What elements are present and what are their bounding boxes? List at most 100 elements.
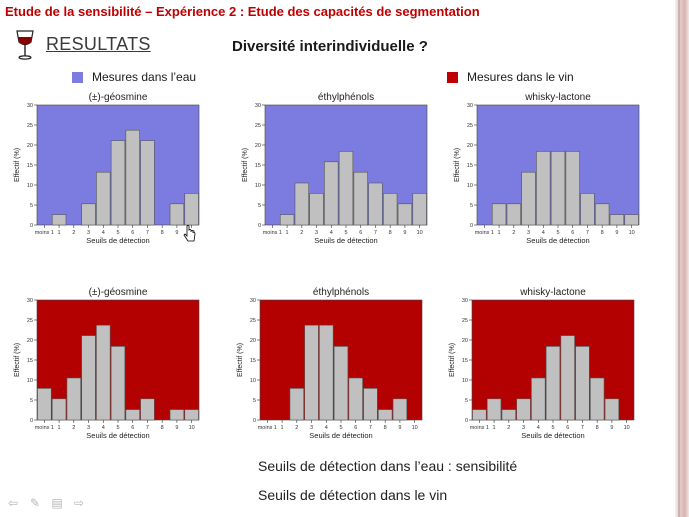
bar xyxy=(550,151,566,226)
bar xyxy=(521,171,536,226)
bar xyxy=(81,203,96,226)
bar xyxy=(595,203,610,226)
x-tick-label: 9 xyxy=(175,425,178,431)
chart-water-ethylphenols-svg: éthylphénols 0 5 10 15 20 25 30 moins 1 1 2 3 4 5 6 7 8 9… xyxy=(242,92,428,243)
bar xyxy=(353,171,368,226)
x-axis-label: Seuils de détection xyxy=(309,431,372,438)
legend-label-wine: Mesures dans le vin xyxy=(467,70,574,84)
y-tick-label: 15 xyxy=(27,358,33,364)
bar xyxy=(348,377,363,421)
x-tick-label: 9 xyxy=(615,230,618,236)
x-tick-label: 8 xyxy=(384,425,387,431)
x-tick-label: 8 xyxy=(389,230,392,236)
x-tick-label: 1 xyxy=(493,425,496,431)
bar xyxy=(140,140,155,226)
bar xyxy=(289,388,304,421)
x-tick-label: 8 xyxy=(601,230,604,236)
bar xyxy=(169,409,185,421)
y-axis-label: Effectif (%) xyxy=(14,148,21,182)
chart-title: (±)-géosmine xyxy=(89,287,148,298)
legend-swatch-water xyxy=(72,71,83,83)
y-tick-label: 25 xyxy=(462,318,468,324)
x-tick-label: 2 xyxy=(295,425,298,431)
x-tick-label: 4 xyxy=(325,425,328,431)
x-tick-label: 8 xyxy=(161,230,164,236)
menu-icon[interactable]: ▤ xyxy=(51,496,63,510)
chart-title: whisky-lactone xyxy=(519,287,586,298)
x-tick-label: 3 xyxy=(522,425,525,431)
bar xyxy=(383,193,398,226)
bar xyxy=(304,324,319,421)
x-tick-label: 6 xyxy=(354,425,357,431)
y-axis-label: Effectif (%) xyxy=(242,148,249,182)
x-tick-label: 3 xyxy=(87,230,90,236)
x-tick-label: 3 xyxy=(310,425,313,431)
bar xyxy=(51,398,67,421)
y-tick-label: 10 xyxy=(467,183,473,189)
x-tick-label: moins 1 xyxy=(35,425,54,431)
x-tick-label: 7 xyxy=(581,425,584,431)
x-tick-label: 5 xyxy=(344,230,347,236)
y-tick-label: 15 xyxy=(462,358,468,364)
y-tick-label: 5 xyxy=(253,398,256,404)
x-tick-label: moins 1 xyxy=(35,230,54,236)
bar xyxy=(516,398,531,421)
bar xyxy=(531,377,546,421)
y-tick-label: 20 xyxy=(27,143,33,149)
y-tick-label: 30 xyxy=(250,298,256,304)
bar xyxy=(279,214,295,226)
chart-water-geosmine-svg: (±)-géosmine 0 5 10 15 20 25 30 moins 1 1 2 3 4 5 6 7 8 9… xyxy=(14,92,200,243)
y-tick-label: 30 xyxy=(467,103,473,109)
pen-icon[interactable]: ✎ xyxy=(29,496,41,510)
slide-right-border xyxy=(675,0,689,517)
bar xyxy=(604,398,620,421)
x-tick-label: 4 xyxy=(542,230,545,236)
x-tick-label: 10 xyxy=(417,230,423,236)
x-axis-label: Seuils de détection xyxy=(314,236,377,243)
x-tick-label: 5 xyxy=(556,230,559,236)
y-tick-label: 20 xyxy=(250,338,256,344)
x-tick-label: 1 xyxy=(286,230,289,236)
x-tick-label: 2 xyxy=(507,425,510,431)
bar xyxy=(51,214,67,226)
x-tick-label: 7 xyxy=(369,425,372,431)
y-tick-label: 30 xyxy=(462,298,468,304)
chart-wine-ethylphenols-svg: éthylphénols 0 5 10 15 20 25 30 moins 1 1 2 3 4 5 6 7 8 9… xyxy=(237,287,423,438)
x-tick-label: 6 xyxy=(566,425,569,431)
forward-arrow-icon[interactable]: ⇨ xyxy=(73,496,85,510)
mouse-cursor-icon xyxy=(183,225,196,242)
bar xyxy=(536,151,551,226)
x-tick-label: 1 xyxy=(281,425,284,431)
bar xyxy=(37,388,52,421)
slide-title: Etude de la sensibilité – Expérience 2 :… xyxy=(5,4,480,19)
x-tick-label: 9 xyxy=(398,425,401,431)
y-tick-label: 5 xyxy=(258,203,261,209)
bar xyxy=(309,193,324,226)
bar xyxy=(575,346,590,421)
x-tick-label: 9 xyxy=(610,425,613,431)
y-tick-label: 0 xyxy=(30,223,33,229)
bar xyxy=(491,203,507,226)
x-tick-label: 8 xyxy=(596,425,599,431)
back-arrow-icon[interactable]: ⇦ xyxy=(7,496,19,510)
y-tick-label: 5 xyxy=(30,398,33,404)
x-tick-label: 3 xyxy=(315,230,318,236)
bar xyxy=(565,151,580,226)
wine-glass-icon xyxy=(16,30,34,60)
chart-title: (±)-géosmine xyxy=(89,92,148,103)
bar xyxy=(140,398,155,421)
y-tick-label: 5 xyxy=(30,203,33,209)
y-tick-label: 0 xyxy=(465,418,468,424)
x-tick-label: 3 xyxy=(527,230,530,236)
chart-water-ethylphenols: éthylphénols 0 5 10 15 20 25 30 moins 1 1 2 3 4 5 6 7 8 9… xyxy=(233,88,433,243)
x-tick-label: moins 1 xyxy=(258,425,277,431)
y-tick-label: 20 xyxy=(255,143,261,149)
x-tick-label: moins 1 xyxy=(475,230,494,236)
y-tick-label: 25 xyxy=(27,318,33,324)
x-tick-label: 2 xyxy=(72,230,75,236)
legend-swatch-wine xyxy=(447,71,458,83)
y-tick-label: 15 xyxy=(250,358,256,364)
x-tick-label: 7 xyxy=(146,230,149,236)
bar xyxy=(110,346,126,421)
